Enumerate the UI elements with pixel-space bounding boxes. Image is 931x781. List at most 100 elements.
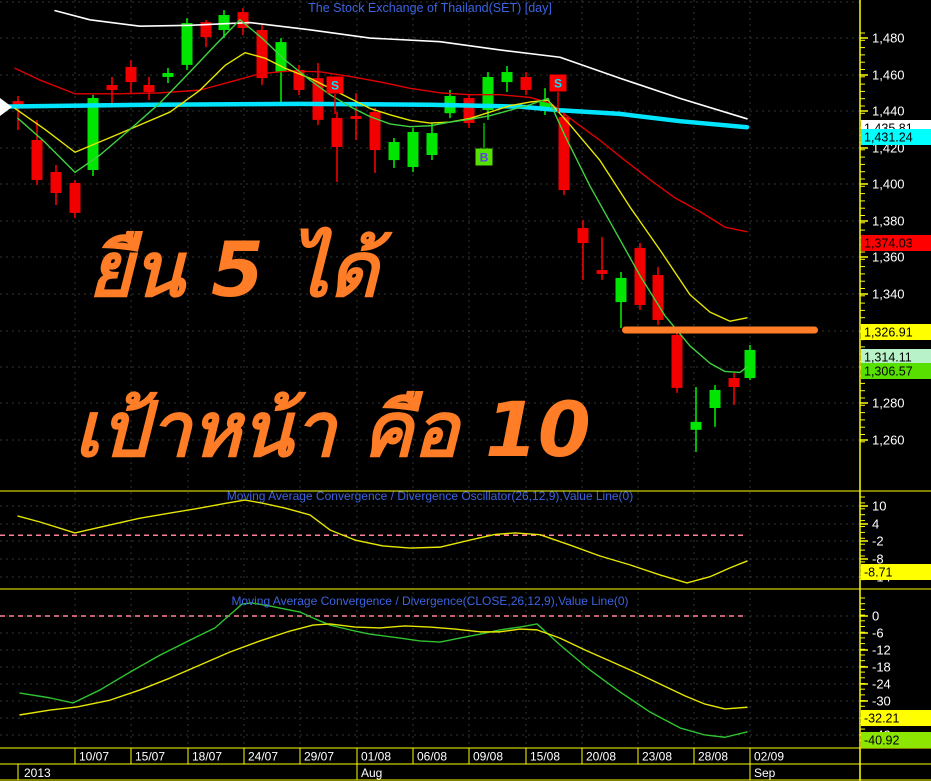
candle-body xyxy=(331,117,343,147)
marker-s-badge xyxy=(549,74,567,92)
candle-body xyxy=(463,97,475,124)
left-edge-arrow-icon xyxy=(0,98,12,116)
candle-body xyxy=(520,76,532,90)
candle-body xyxy=(350,116,362,119)
price-axis-tick-label: 1,380 xyxy=(872,214,905,229)
candle-body xyxy=(744,349,756,379)
candle-body xyxy=(558,116,570,191)
candle-body xyxy=(256,30,268,79)
date-label: 28/08 xyxy=(698,750,728,764)
candle-body xyxy=(671,334,683,388)
cyan-ma xyxy=(0,101,750,130)
month-label: 2013 xyxy=(24,766,51,780)
macd-axis-tick-label: -24 xyxy=(872,677,891,692)
candle-body xyxy=(615,277,627,303)
date-label: 02/09 xyxy=(754,750,784,764)
candle-body xyxy=(162,72,174,77)
price-axis-tick-label: 1,400 xyxy=(872,177,905,192)
candle-body xyxy=(312,78,324,120)
macd-value-badge-value: -40.92 xyxy=(864,734,899,748)
date-label: 15/07 xyxy=(135,750,165,764)
macd-axis-tick-label: -18 xyxy=(872,660,891,675)
macd-oscillator-line xyxy=(17,499,748,584)
candle-body xyxy=(69,182,81,213)
candle-body xyxy=(50,171,62,193)
price-axis-tick-label: 1,260 xyxy=(872,433,905,448)
candle-body xyxy=(709,389,721,409)
candle-body xyxy=(218,15,230,31)
date-label: 15/08 xyxy=(530,750,560,764)
price-badge xyxy=(861,324,931,340)
price-badge-value: 1,326.91 xyxy=(864,326,913,340)
candle-body xyxy=(237,12,249,29)
macd-value-badge xyxy=(861,732,931,748)
date-label: 24/07 xyxy=(248,750,278,764)
macd-value-badge-value: -32.21 xyxy=(864,712,899,726)
date-label: 18/07 xyxy=(192,750,222,764)
candle-body xyxy=(143,85,155,92)
candle-body xyxy=(652,275,664,320)
marker-s-icon: S xyxy=(554,77,562,91)
macd-axis-tick-label: 0 xyxy=(872,609,879,624)
osc-value-badge xyxy=(861,564,931,580)
price-badge xyxy=(861,129,931,145)
candle-body xyxy=(87,97,99,170)
candle-body xyxy=(369,112,381,151)
candle-body xyxy=(501,72,513,83)
candle-body xyxy=(106,85,118,90)
candle-body xyxy=(181,23,193,65)
candle-body xyxy=(577,228,589,244)
price-axis-tick-label: 1,280 xyxy=(872,396,905,411)
white-ma xyxy=(54,9,748,120)
macd-value-badge xyxy=(861,710,931,726)
marker-s-badge xyxy=(326,76,344,94)
price-axis-tick-label: 1,440 xyxy=(872,104,905,119)
candle-body xyxy=(728,378,740,388)
candle-body xyxy=(31,140,43,181)
macd-signal-line xyxy=(19,623,748,716)
osc-axis-tick-label: -8 xyxy=(872,552,884,567)
candle-body xyxy=(407,131,419,168)
price-axis-tick-label: 1,360 xyxy=(872,250,905,265)
green-ma xyxy=(17,19,748,374)
price-badge xyxy=(861,235,931,251)
price-badge-value: 1,431.24 xyxy=(864,131,913,145)
macd-line xyxy=(19,602,748,738)
macd-axis-tick-label: -12 xyxy=(872,643,891,658)
yellow-ma xyxy=(14,51,748,322)
candle-body xyxy=(293,70,305,90)
red-ma xyxy=(14,67,748,233)
price-badge xyxy=(861,349,931,365)
osc-axis-tick-label: 4 xyxy=(872,517,879,532)
month-label: Aug xyxy=(361,766,382,780)
annotation-underline xyxy=(622,326,818,334)
marker-b-icon: B xyxy=(480,151,489,165)
date-label: 23/08 xyxy=(642,750,672,764)
price-badge xyxy=(861,363,931,379)
date-label: 20/08 xyxy=(586,750,616,764)
candle-body xyxy=(200,22,212,38)
marker-b-badge xyxy=(475,148,493,166)
candle-body xyxy=(482,76,494,111)
date-label: 29/07 xyxy=(304,750,334,764)
candle-body xyxy=(426,133,438,155)
candle-body xyxy=(690,421,702,430)
candle-body xyxy=(596,270,608,274)
marker-s-icon: S xyxy=(331,79,339,93)
price-badge-value: 1,374.03 xyxy=(864,237,913,251)
macd-axis-tick-label: -30 xyxy=(872,694,891,709)
month-label: Sep xyxy=(754,766,776,780)
price-axis-tick-label: 1,460 xyxy=(872,68,905,83)
candle-body xyxy=(388,142,400,161)
date-label: 10/07 xyxy=(79,750,109,764)
osc-value-badge-value: -8.71 xyxy=(864,566,893,580)
date-label: 01/08 xyxy=(361,750,391,764)
osc-axis-tick-label: -2 xyxy=(872,534,884,549)
macd-axis-tick-label: -6 xyxy=(872,626,884,641)
price-axis-tick-label: 1,480 xyxy=(872,31,905,46)
osc-axis-tick-label: 10 xyxy=(872,499,886,514)
date-label: 09/08 xyxy=(473,750,503,764)
candle-body xyxy=(539,102,551,111)
